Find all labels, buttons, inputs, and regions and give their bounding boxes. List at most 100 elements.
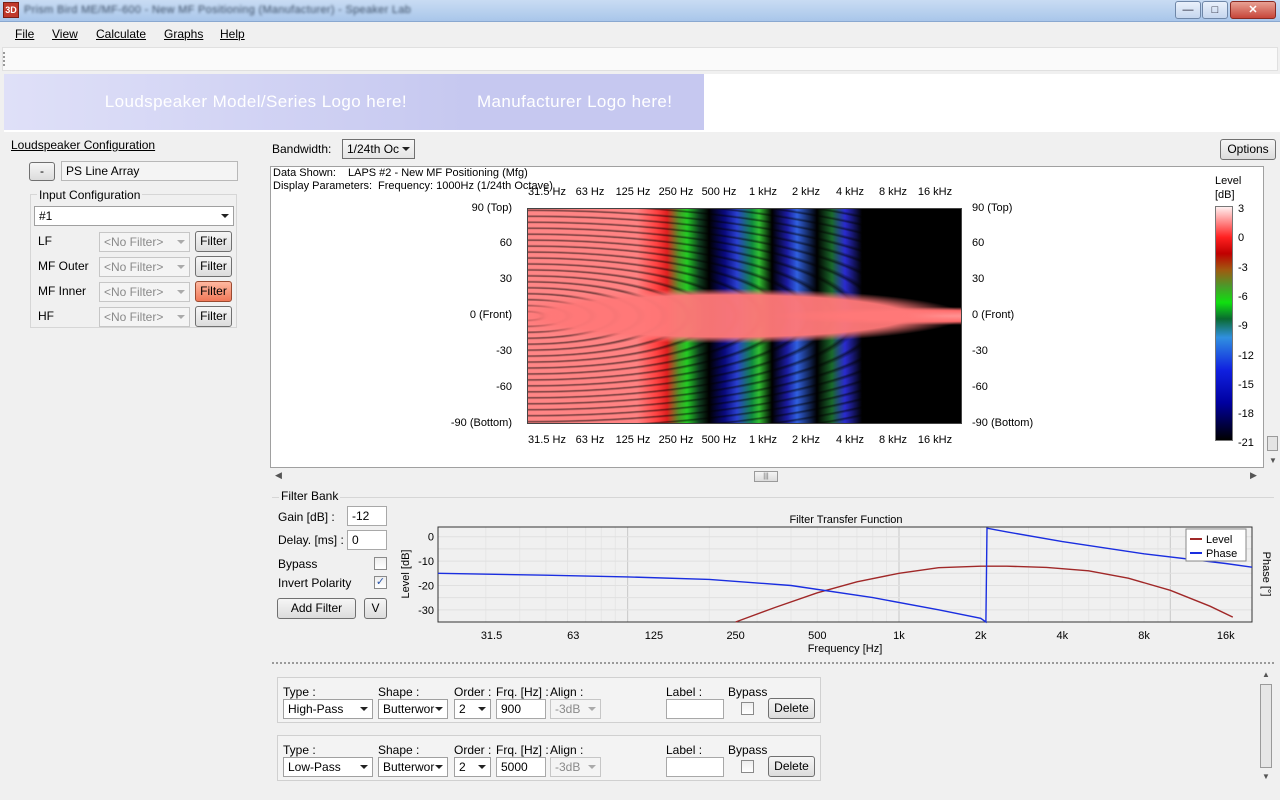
heatmap-y-tick-right: 90 (Top) [972, 202, 1013, 214]
add-filter-button[interactable]: Add Filter [277, 598, 356, 619]
heatmap-x-tick: 4 kHz [835, 434, 865, 446]
gain-input[interactable]: -12 [347, 506, 387, 526]
close-button[interactable]: ✕ [1230, 1, 1276, 19]
filter-delete-button[interactable]: Delete [768, 756, 815, 777]
menu-file[interactable]: File [15, 27, 35, 41]
config-title[interactable]: Loudspeaker Configuration [11, 138, 156, 152]
band-lf-filter-select[interactable]: <No Filter> [99, 232, 190, 252]
x-tick-label: 63 [567, 630, 579, 642]
bypass-checkbox[interactable] [374, 557, 387, 570]
filter-type-select[interactable]: Low-Pass [283, 757, 373, 777]
y-tick-label: -20 [418, 580, 434, 592]
bandwidth-label: Bandwidth: [272, 142, 332, 156]
heatmap-x-tick: 31.5 Hz [528, 434, 566, 446]
maximize-button[interactable]: □ [1202, 1, 1228, 19]
band-mf-inner-filter-button[interactable]: Filter [195, 281, 232, 302]
menu-help[interactable]: Help [220, 27, 245, 41]
filter-align-select[interactable]: -3dB [550, 757, 601, 777]
x-tick-label: 1k [893, 630, 905, 642]
bandwidth-value: 1/24th Oc [347, 142, 400, 156]
filter-label-input[interactable] [666, 699, 724, 719]
filter-frequency-input[interactable]: 900 [496, 699, 546, 719]
window-title: Prism Bird ME/MF-600 - New MF Positionin… [24, 4, 412, 16]
y-tick-label: -10 [418, 556, 434, 568]
band-mf-outer-filter-button[interactable]: Filter [195, 256, 232, 277]
data-shown-label: Data Shown: [273, 167, 336, 179]
label-label: Label : [666, 685, 703, 699]
heatmap-x-tick: 31.5 Hz [528, 186, 566, 198]
scroll-up-icon[interactable]: ▲ [1262, 670, 1270, 679]
band-mf-outer-label: MF Outer [38, 259, 89, 273]
order-label: Order : [454, 743, 492, 757]
menu-graphs[interactable]: Graphs [164, 27, 204, 41]
heatmap-vertical-scrollbar[interactable]: ▼ [1264, 166, 1280, 468]
input-config-select[interactable]: #1 [34, 206, 234, 226]
scroll-right-icon[interactable]: ▶ [1250, 470, 1257, 480]
delay-input[interactable]: 0 [347, 530, 387, 550]
filter-order-select[interactable]: 2 [454, 699, 491, 719]
filter-align-select[interactable]: -3dB [550, 699, 601, 719]
band-hf-filter-select[interactable]: <No Filter> [99, 307, 190, 327]
input-config-label: Input Configuration [37, 188, 143, 202]
chevron-down-icon [221, 214, 229, 218]
heatmap-hscroll-thumb[interactable]: ||| [754, 471, 778, 482]
heatmap-y-tick-left: -60 [496, 381, 512, 393]
array-name-field[interactable]: PS Line Array [61, 161, 238, 181]
splitter[interactable] [272, 662, 1274, 666]
series-line-phase [438, 528, 1252, 622]
chevron-down-icon [478, 707, 486, 711]
filter-bank-title: Filter Bank [279, 489, 341, 503]
colorbar-tick: -12 [1238, 349, 1254, 362]
heatmap-y-tick-right: 0 (Front) [972, 309, 1015, 321]
filter-order-select-value: 2 [459, 702, 466, 716]
filter-list-scroll-thumb[interactable] [1260, 684, 1272, 768]
type-label: Type : [283, 685, 316, 699]
bypass-label: Bypass [728, 685, 768, 699]
filter-frequency-input[interactable]: 5000 [496, 757, 546, 777]
v-button[interactable]: V [364, 598, 387, 619]
band-lf-filter-button[interactable]: Filter [195, 231, 232, 252]
colorbar-tick: -6 [1238, 290, 1248, 303]
band-hf-filter-button[interactable]: Filter [195, 306, 232, 327]
delay-label: Delay. [ms] : [278, 533, 344, 547]
toolbar-grip[interactable] [3, 52, 5, 66]
heatmap-y-tick-left: 30 [499, 273, 512, 285]
scroll-left-icon[interactable]: ◀ [275, 470, 282, 480]
heatmap-x-tick: 8 kHz [878, 186, 908, 198]
invert-polarity-checkbox[interactable]: ✓ [374, 576, 387, 589]
filter-order-select[interactable]: 2 [454, 757, 491, 777]
colorbar-tick: 0 [1238, 232, 1245, 245]
heatmap-horizontal-scrollbar[interactable]: ◀ ||| ▶ [270, 469, 1264, 485]
band-mf-outer-filter-select[interactable]: <No Filter> [99, 257, 190, 277]
heatmap-y-tick-left: 90 (Top) [471, 202, 512, 214]
filter-list-scrollbar[interactable]: ▲ ▼ [1258, 668, 1274, 784]
filter-label-input[interactable] [666, 757, 724, 777]
menu-view[interactable]: View [52, 27, 78, 41]
filter-type-select[interactable]: High-Pass [283, 699, 373, 719]
heatmap-x-tick: 250 Hz [658, 434, 694, 446]
chevron-down-icon [588, 707, 596, 711]
colorbar-unit: [dB] [1215, 189, 1235, 201]
band-mf-inner-filter-select[interactable]: <No Filter> [99, 282, 190, 302]
filter-shape-select[interactable]: Butterwor [378, 699, 448, 719]
scroll-down-icon[interactable]: ▼ [1262, 772, 1270, 781]
legend-phase: Phase [1206, 548, 1237, 560]
options-button[interactable]: Options [1220, 139, 1276, 160]
band-lf-filter-value: <No Filter> [104, 235, 164, 249]
filter-shape-select[interactable]: Butterwor [378, 757, 448, 777]
menu-calculate[interactable]: Calculate [96, 27, 147, 41]
scroll-down-icon[interactable]: ▼ [1269, 456, 1277, 465]
filter-bypass-checkbox[interactable] [741, 760, 754, 773]
filter-bypass-checkbox[interactable] [741, 702, 754, 715]
chart-title: Filter Transfer Function [789, 514, 902, 526]
minimize-button[interactable]: — [1175, 1, 1201, 19]
heatmap-vscroll-thumb[interactable] [1267, 436, 1278, 451]
heatmap-x-tick: 63 Hz [575, 186, 605, 198]
filter-type-select-value: High-Pass [288, 702, 344, 716]
band-lf-label: LF [38, 234, 53, 248]
collapse-button[interactable]: - [29, 162, 55, 181]
plot-frame [437, 526, 1253, 623]
filter-delete-button[interactable]: Delete [768, 698, 815, 719]
filter-transfer-chart: Filter Transfer Function 31.5 63 125 250 500… [400, 514, 1272, 655]
bandwidth-select[interactable]: 1/24th Oc [342, 139, 415, 159]
